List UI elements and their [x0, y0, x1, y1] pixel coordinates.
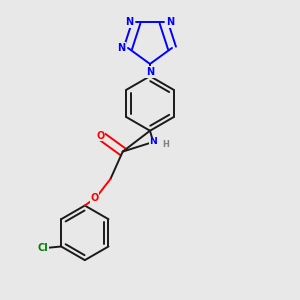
Text: O: O	[96, 130, 104, 141]
Text: N: N	[125, 17, 134, 27]
Text: Cl: Cl	[38, 243, 48, 253]
Text: N: N	[117, 43, 125, 53]
Text: H: H	[162, 140, 169, 149]
Text: N: N	[167, 17, 175, 27]
Text: N: N	[146, 67, 154, 77]
Text: N: N	[149, 137, 157, 146]
Text: O: O	[90, 193, 99, 202]
